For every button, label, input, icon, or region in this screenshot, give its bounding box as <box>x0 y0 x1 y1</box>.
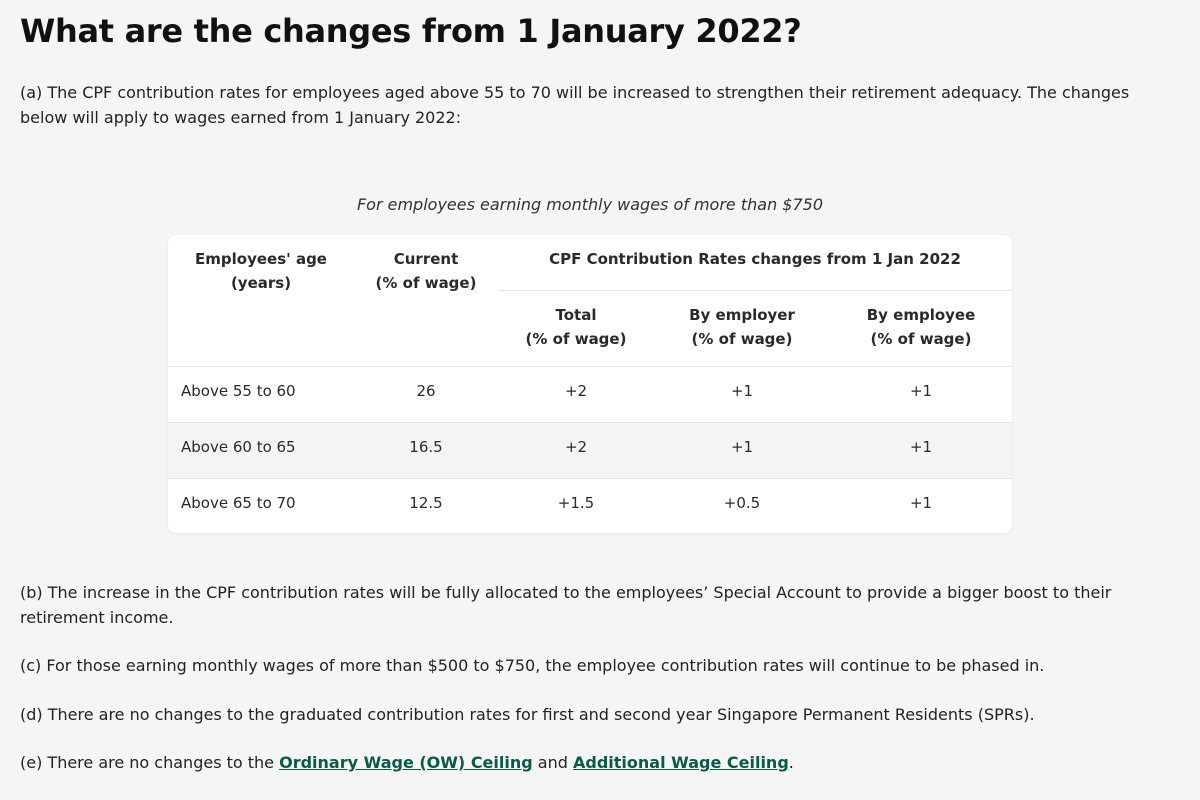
header-employer-line2: (% of wage) <box>691 330 793 348</box>
additional-wage-ceiling-link[interactable]: Additional Wage Ceiling <box>572 753 789 772</box>
row-divider <box>168 422 1012 423</box>
header-employer-line1: By employer <box>689 306 795 324</box>
header-age-line1: Employees' age <box>195 250 327 268</box>
cell-current: 12.5 <box>409 494 443 512</box>
paragraph-b: (b) The increase in the CPF contribution… <box>20 583 1112 627</box>
header-employee: By employee (% of wage) <box>830 303 1012 351</box>
cell-age: Above 65 to 70 <box>181 494 296 512</box>
cell-employer: +1 <box>730 438 754 456</box>
ordinary-wage-ceiling-link[interactable]: Ordinary Wage (OW) Ceiling <box>279 753 533 772</box>
cell-employee: +1 <box>909 494 933 512</box>
cell-current: 16.5 <box>409 438 443 456</box>
row-divider <box>168 478 1012 479</box>
cell-current: 26 <box>416 382 436 400</box>
contribution-rates-table: Employees' age (years) Current (% of wag… <box>168 235 1012 533</box>
table-row: Above 65 to 70 12.5 +1.5 +0.5 +1 <box>168 479 1012 533</box>
table-row: Above 60 to 65 16.5 +2 +1 +1 <box>168 423 1012 479</box>
paragraph-e: (e) There are no changes to the Ordinary… <box>20 751 1170 776</box>
header-employee-line2: (% of wage) <box>870 330 972 348</box>
header-employee-line1: By employee <box>866 306 976 324</box>
paragraph-e-prefix: (e) There are no changes to the <box>20 753 280 772</box>
cell-employee: +1 <box>909 438 933 456</box>
page-title: What are the changes from 1 January 2022… <box>20 12 802 50</box>
header-current: Current (% of wage) <box>354 247 498 295</box>
header-total-line1: Total <box>555 306 597 324</box>
paragraph-e-middle: and <box>532 753 573 772</box>
header-total-line2: (% of wage) <box>525 330 627 348</box>
paragraph-e-suffix: . <box>788 753 794 772</box>
cell-total: +2 <box>564 438 588 456</box>
cell-employee: +1 <box>909 382 933 400</box>
table-row: Above 55 to 60 26 +2 +1 +1 <box>168 367 1012 423</box>
header-current-line2: (% of wage) <box>375 274 477 292</box>
header-current-line1: Current <box>393 250 459 268</box>
cell-total: +2 <box>564 382 588 400</box>
paragraph-d: (d) There are no changes to the graduate… <box>20 705 1035 724</box>
header-group-divider <box>498 290 1012 291</box>
cell-total: +1.5 <box>557 494 595 512</box>
cell-age: Above 55 to 60 <box>181 382 296 400</box>
table-caption: For employees earning monthly wages of m… <box>356 195 824 214</box>
cell-age: Above 60 to 65 <box>181 438 296 456</box>
header-divider <box>168 366 1012 367</box>
paragraph-c: (c) For those earning monthly wages of m… <box>20 656 1045 675</box>
header-total: Total (% of wage) <box>498 303 654 351</box>
header-group-label: CPF Contribution Rates changes from 1 Ja… <box>549 250 961 268</box>
paragraph-a: (a) The CPF contribution rates for emplo… <box>20 83 1130 127</box>
header-group: CPF Contribution Rates changes from 1 Ja… <box>498 247 1012 271</box>
cell-employer: +0.5 <box>723 494 761 512</box>
header-employer: By employer (% of wage) <box>654 303 830 351</box>
header-age: Employees' age (years) <box>168 247 354 295</box>
cell-employer: +1 <box>730 382 754 400</box>
header-age-line2: (years) <box>230 274 292 292</box>
